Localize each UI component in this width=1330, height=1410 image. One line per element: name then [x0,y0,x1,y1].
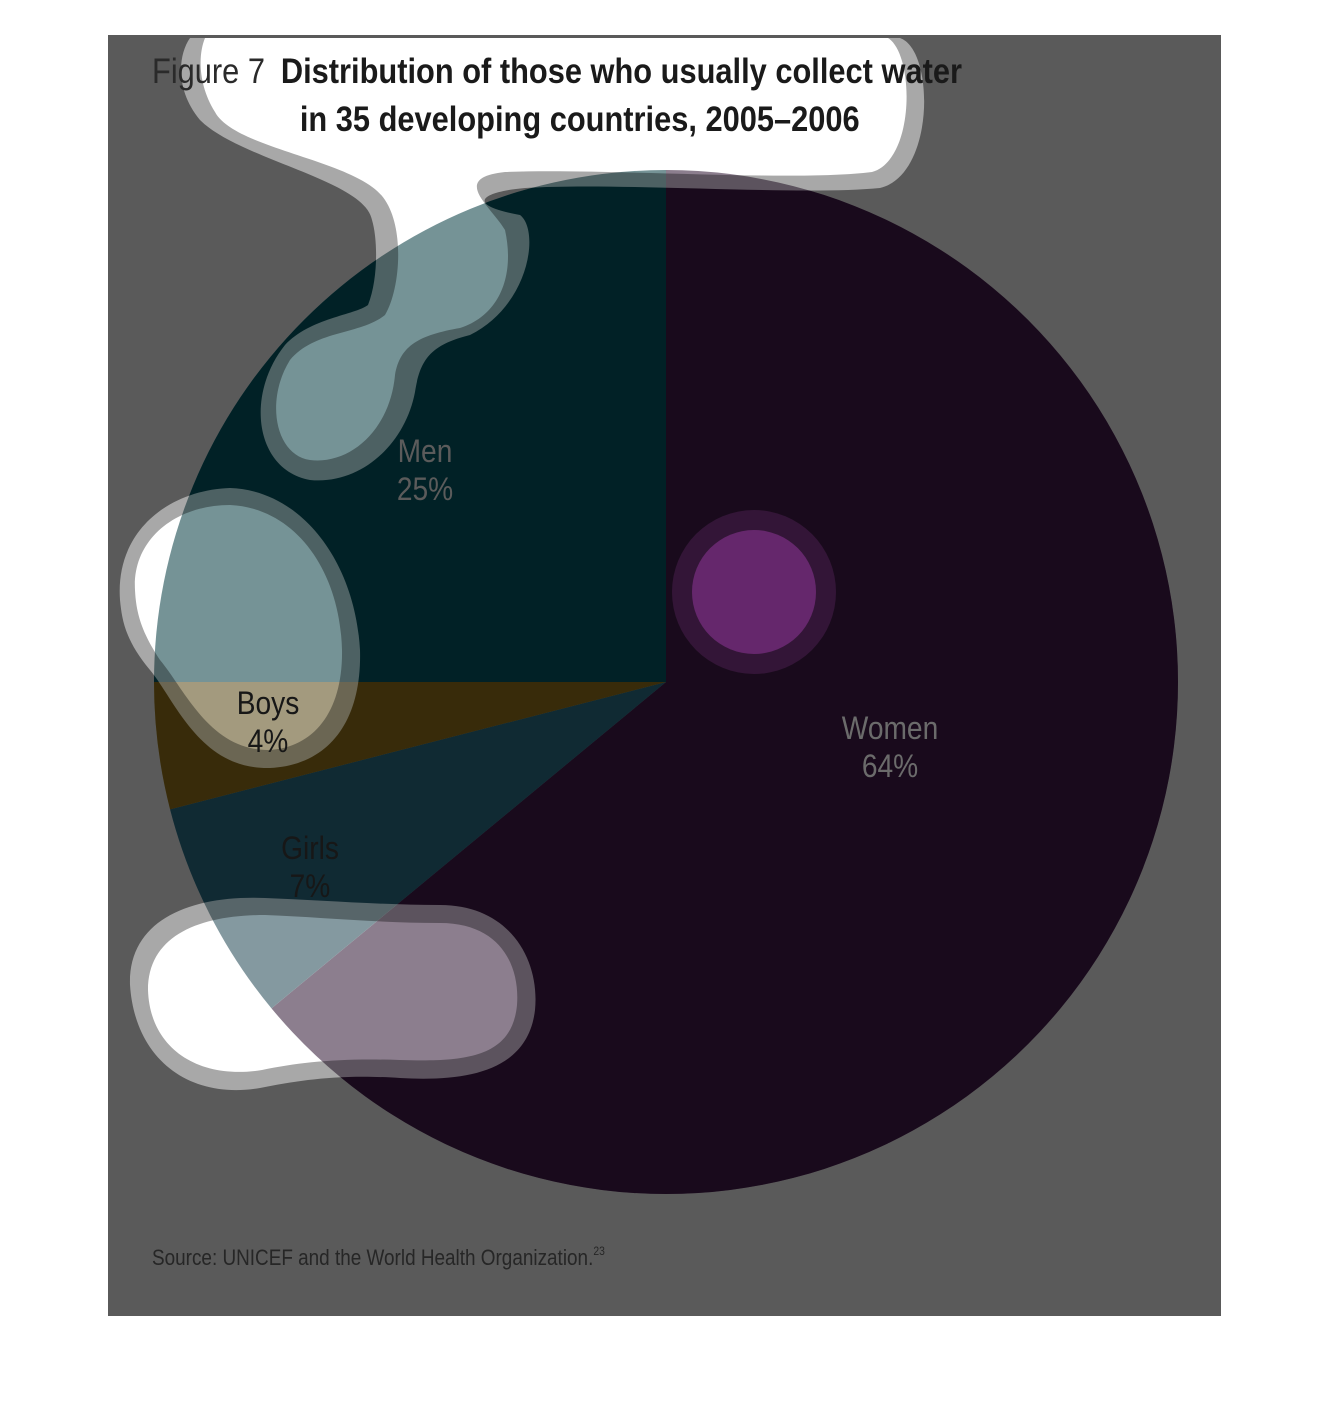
source-reference: 23 [593,1244,605,1258]
pie-slice-overlay-boys [154,682,666,810]
pie-slice-overlay-women [271,170,1179,1194]
pie-data-labels: Women 64% Girls 7% Boys 4% Men 25% [237,434,939,904]
pie-slice-overlay-men [154,170,666,682]
pie-slice-overlay-girls [170,682,666,1009]
source-text: Source: UNICEF and the World Health Orga… [152,1245,594,1270]
source-note: Source: UNICEF and the World Health Orga… [152,1244,605,1271]
figure-label: Figure 7 [152,52,265,91]
chart-title: Figure 7 Distribution of those who usuall… [152,48,962,144]
title-line-2: in 35 developing countries, 2005–2006 [299,100,860,139]
data-label-girls: Girls 7% [281,831,339,904]
title-line-1: Distribution of those who usually collec… [280,52,962,91]
slice-overlay [154,170,1179,1194]
data-label-women: Women 64% [842,711,938,784]
data-label-men: Men 25% [397,434,453,507]
data-label-boys: Boys 4% [237,686,300,759]
